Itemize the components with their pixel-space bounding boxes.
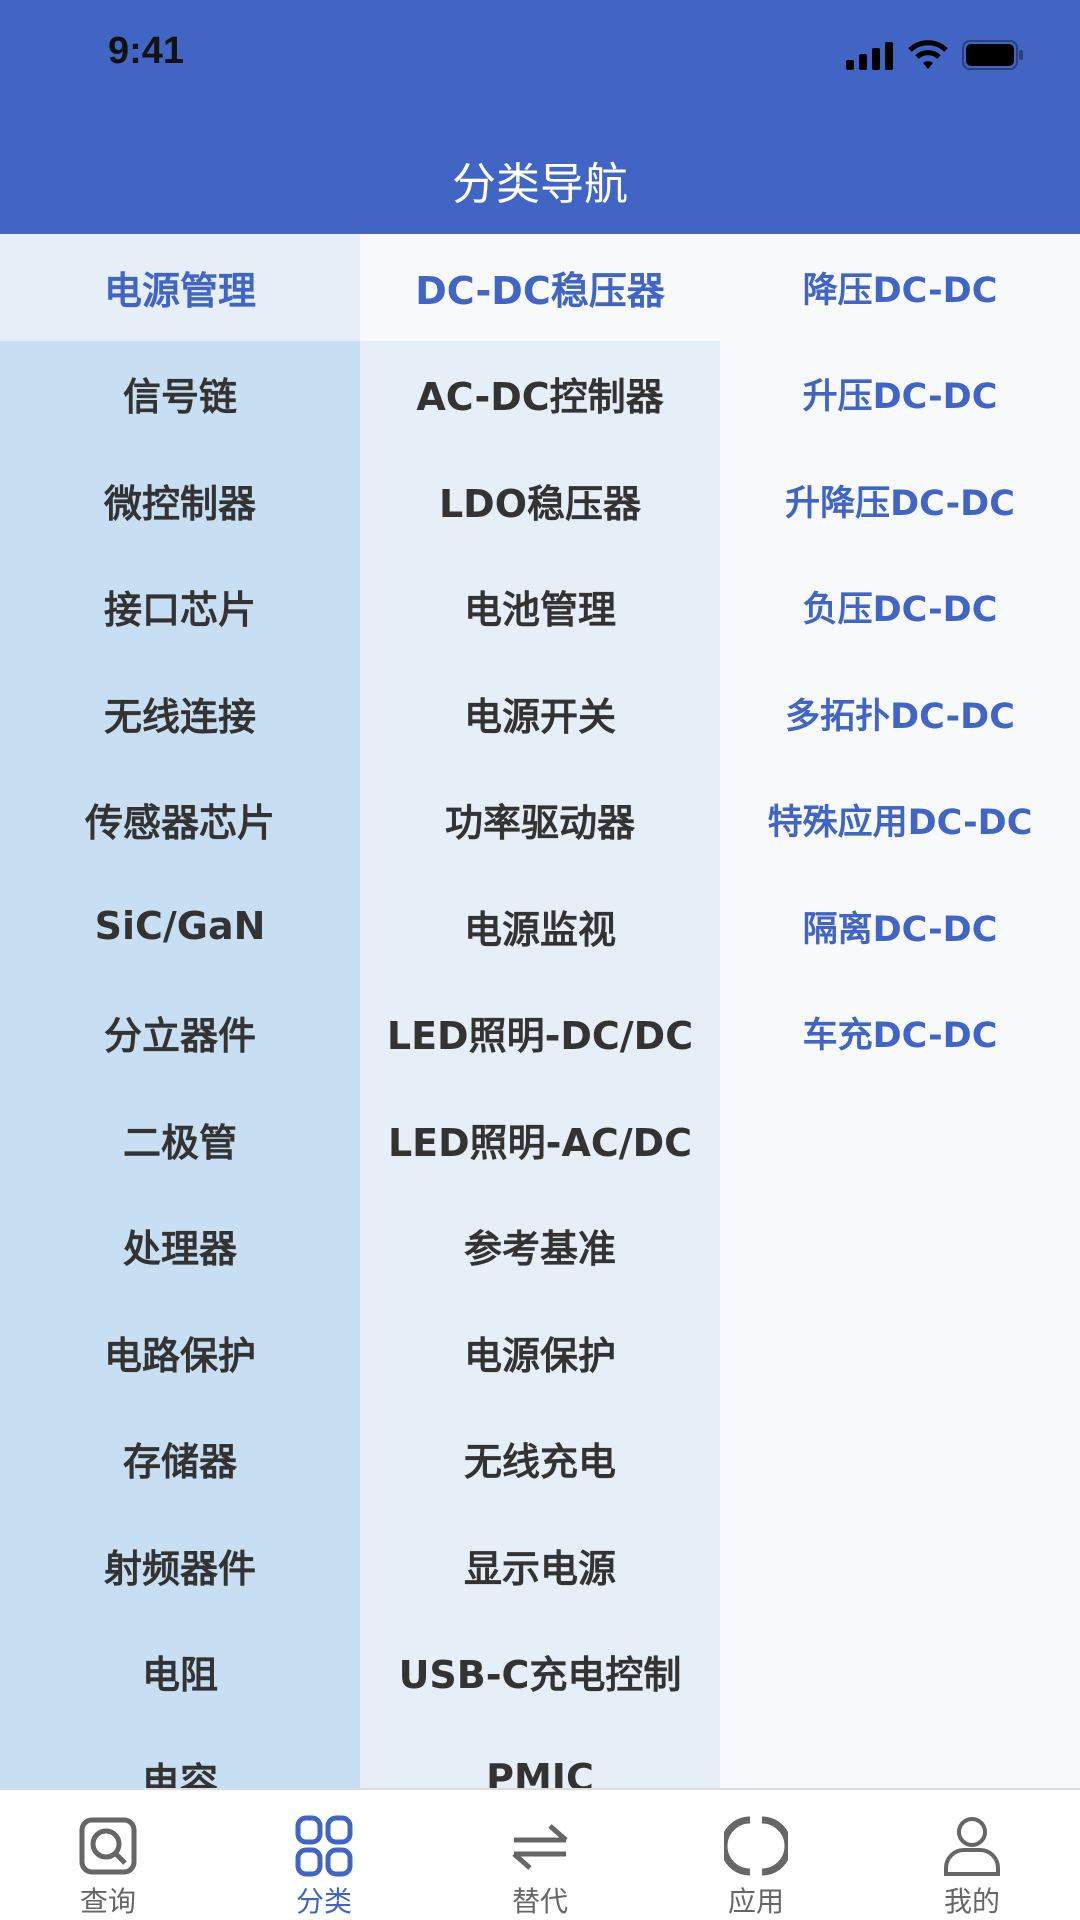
subcategory-item[interactable]: 电源开关 [463, 694, 616, 739]
tab-search[interactable]: 查询 [0, 1790, 216, 1920]
subcategory-item[interactable]: AC-DC控制器 [416, 375, 664, 420]
status-time: 9:41 [108, 30, 185, 72]
nav-header: 9:41 分类导航 [0, 0, 1080, 234]
tab-label: 查询 [79, 1885, 136, 1918]
category-item[interactable]: 无线连接 [103, 694, 256, 739]
subcategory-item[interactable]: 参考基准 [463, 1227, 616, 1272]
tab-label: 分类 [295, 1885, 352, 1918]
category-item[interactable]: 电容 [141, 1759, 218, 1788]
type-item[interactable]: 升降压DC-DC [785, 483, 1015, 524]
grid-icon [295, 1815, 353, 1877]
page-title: 分类导航 [452, 159, 628, 210]
subcategory-item[interactable]: 无线充电 [463, 1440, 616, 1485]
type-item[interactable]: 升压DC-DC [802, 377, 998, 418]
type-item[interactable]: 特殊应用DC-DC [767, 803, 1033, 844]
circle-icon [724, 1816, 788, 1876]
subcategory-item[interactable]: LED照明-AC/DC [387, 1120, 693, 1165]
category-item[interactable]: 接口芯片 [103, 588, 256, 633]
tab-bar: 查询 分类 替代 应用 我的 [0, 1788, 1080, 1920]
type-item[interactable]: 多拓扑DC-DC [785, 696, 1015, 737]
subcategory-item[interactable]: LDO稳压器 [438, 481, 642, 526]
category-item[interactable]: 分立器件 [103, 1014, 256, 1059]
subcategory-list[interactable]: DC-DC稳压器 AC-DC控制器 LDO稳压器 电池管理电源开关功率驱动器电源监视 L… [360, 234, 720, 1788]
type-item[interactable]: 车充DC-DC [802, 1016, 998, 1057]
type-list[interactable]: 降压DC-DC 升压DC-DC 升降压DC-DC 负压DC-DC 多拓扑DC-DC 特殊应… [720, 234, 1080, 1788]
category-list[interactable]: 电源管理信号链微控制器接口芯片无线连接传感器芯片 SiC/GaN 分立器件二极管处理… [0, 234, 360, 1788]
tab-label: 应用 [727, 1885, 784, 1918]
tab-label: 替代 [511, 1885, 568, 1918]
search-icon [79, 1817, 137, 1875]
user-icon [944, 1817, 1000, 1876]
category-item[interactable]: 二极管 [122, 1120, 237, 1165]
subcategory-item[interactable]: USB-C充电控制 [398, 1653, 682, 1698]
category-item[interactable]: 微控制器 [103, 481, 256, 526]
subcategory-item[interactable]: LED照明-DC/DC [386, 1014, 694, 1059]
category-item[interactable]: 存储器 [122, 1440, 237, 1485]
signal-icon [846, 42, 893, 70]
subcategory-item[interactable]: 电源监视 [463, 907, 616, 952]
tab-circle[interactable]: 应用 [648, 1790, 864, 1920]
category-item[interactable]: 射频器件 [103, 1546, 256, 1591]
category-item[interactable]: 电阻 [141, 1653, 218, 1698]
category-item[interactable]: 电路保护 [103, 1333, 256, 1378]
category-item[interactable]: 处理器 [122, 1227, 237, 1272]
type-item[interactable]: 降压DC-DC [802, 270, 998, 311]
wifi-icon [908, 40, 948, 69]
subcategory-item[interactable]: 电源保护 [463, 1333, 616, 1378]
category-item[interactable]: 传感器芯片 [84, 801, 275, 846]
tab-user[interactable]: 我的 [864, 1790, 1080, 1920]
subcategory-item[interactable]: 电池管理 [463, 588, 616, 633]
tab-grid[interactable]: 分类 [216, 1790, 432, 1920]
subcategory-item[interactable]: 功率驱动器 [444, 801, 635, 846]
tab-swap[interactable]: 替代 [432, 1790, 648, 1920]
type-item[interactable]: 隔离DC-DC [802, 909, 998, 950]
type-item[interactable]: 负压DC-DC [802, 590, 998, 631]
subcategory-item[interactable]: 显示电源 [463, 1546, 616, 1591]
battery-icon [962, 40, 1023, 70]
subcategory-item[interactable]: PMIC [486, 1756, 594, 1788]
status-icons [846, 40, 1024, 70]
category-item[interactable]: 电源管理 [0, 234, 360, 341]
category-columns[interactable]: 电源管理信号链微控制器接口芯片无线连接传感器芯片 SiC/GaN 分立器件二极管处理… [0, 234, 1080, 1788]
subcategory-item[interactable]: DC-DC稳压器 [360, 234, 720, 341]
category-item[interactable]: SiC/GaN [94, 904, 266, 949]
category-item[interactable]: 信号链 [122, 375, 237, 420]
swap-icon [512, 1824, 568, 1870]
tab-label: 我的 [943, 1885, 1000, 1918]
